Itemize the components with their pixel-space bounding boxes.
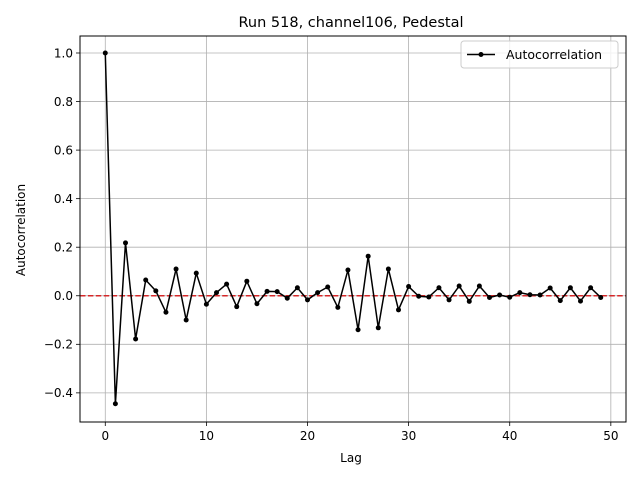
data-point	[315, 290, 321, 296]
data-point	[436, 285, 442, 291]
x-tick-label: 50	[603, 429, 618, 443]
y-tick-label: −0.4	[44, 386, 73, 400]
x-tick-label: 20	[300, 429, 315, 443]
data-point	[396, 307, 401, 313]
data-point	[123, 240, 128, 246]
x-tick-label: 0	[101, 429, 109, 443]
data-point	[102, 50, 108, 56]
legend-marker-swatch	[478, 52, 484, 57]
legend-label: Autocorrelation	[506, 47, 602, 62]
data-point	[234, 304, 240, 310]
data-point	[588, 285, 594, 291]
ticks: 0 10 20 30 40 50 −0.4 −0.2 0.0 0.2 0.4 0.6 0.8 1.0	[44, 46, 619, 443]
data-point	[203, 301, 209, 307]
data-point	[305, 297, 310, 303]
data-point	[497, 292, 503, 298]
data-point	[153, 288, 159, 294]
data-point	[517, 290, 523, 296]
data-point	[567, 285, 573, 291]
y-tick-label: −0.2	[44, 338, 73, 352]
data-point	[244, 278, 250, 284]
plot-frame	[79, 35, 627, 423]
chart-title: Run 518, channel106, Pedestal	[238, 15, 463, 31]
data-point	[173, 266, 179, 272]
data-point	[365, 253, 371, 259]
y-tick-label: 0.4	[54, 192, 73, 206]
x-axis-label: Lag	[340, 451, 362, 465]
legend: Autocorrelation	[460, 40, 619, 69]
data-point	[294, 285, 300, 291]
y-tick-label: 0.6	[54, 143, 73, 157]
data-point	[557, 298, 563, 304]
data-point	[456, 283, 462, 289]
data-point	[163, 309, 169, 315]
x-tick-label: 40	[502, 429, 517, 443]
data-point	[355, 327, 361, 333]
x-tick-label: 30	[401, 429, 416, 443]
data-point	[224, 281, 230, 287]
y-tick-label: 0.8	[54, 95, 73, 109]
data-point	[537, 292, 543, 298]
y-tick-label: 0.2	[54, 241, 73, 255]
data-point	[466, 298, 472, 304]
data-point	[416, 293, 422, 299]
data-point	[426, 294, 432, 300]
data-point	[143, 277, 149, 283]
data-point	[476, 283, 482, 289]
data-point	[254, 301, 260, 307]
data-point	[183, 317, 189, 323]
y-tick-label: 0.0	[54, 289, 73, 303]
series-group	[102, 50, 604, 407]
data-point	[335, 304, 341, 310]
data-point	[487, 294, 492, 300]
data-point	[274, 289, 280, 295]
data-point	[527, 292, 533, 298]
data-point	[214, 290, 219, 296]
data-point	[193, 270, 199, 276]
data-point	[507, 294, 513, 300]
data-point	[375, 325, 381, 331]
data-point	[406, 284, 412, 290]
data-point	[325, 284, 331, 290]
legend-box	[460, 40, 619, 69]
data-point	[284, 295, 290, 301]
data-point	[446, 297, 452, 303]
y-axis-label: Autocorrelation	[14, 184, 28, 276]
data-point	[578, 298, 583, 304]
data-point	[547, 285, 553, 291]
data-point	[133, 336, 139, 342]
data-point	[264, 288, 270, 294]
y-tick-label: 1.0	[54, 46, 73, 60]
data-point	[345, 267, 351, 273]
data-point	[598, 294, 604, 300]
x-tick-label: 10	[199, 429, 214, 443]
data-point	[112, 401, 118, 407]
data-point	[385, 266, 391, 272]
